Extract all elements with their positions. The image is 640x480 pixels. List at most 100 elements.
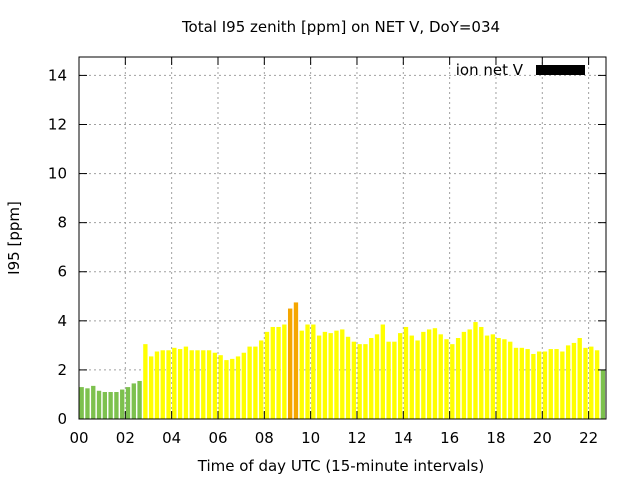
y-axis-label: I95 [ppm] (5, 201, 23, 275)
bar (444, 339, 449, 419)
y-tick-label: 10 (48, 165, 67, 183)
bar (299, 330, 304, 419)
bar (287, 308, 293, 419)
bar (247, 346, 252, 419)
bar (565, 345, 571, 419)
bar (85, 388, 90, 419)
x-tick-label: 02 (116, 429, 135, 447)
bar (531, 353, 536, 419)
bar (461, 331, 467, 419)
bar (594, 350, 600, 419)
bar (426, 329, 432, 419)
x-tick-label: 08 (255, 429, 274, 447)
bar (183, 346, 189, 419)
bar (108, 392, 113, 419)
bar (490, 334, 496, 419)
x-tick-label: 12 (347, 429, 366, 447)
x-tick-label: 10 (301, 429, 320, 447)
bar (340, 329, 345, 419)
bar (224, 360, 229, 419)
bar (137, 380, 142, 419)
bar (125, 387, 131, 419)
bar (502, 339, 507, 419)
bar (508, 341, 513, 419)
bar (172, 347, 177, 419)
bar (438, 334, 443, 419)
bar (363, 344, 368, 419)
bar (311, 324, 316, 419)
bar (479, 326, 484, 419)
bar (554, 349, 559, 419)
bar (241, 352, 246, 419)
bar (131, 383, 136, 419)
legend-swatch (536, 65, 585, 75)
bar (392, 341, 397, 419)
y-tick-label: 14 (48, 66, 67, 84)
x-tick-label: 06 (208, 429, 227, 447)
bar (189, 350, 194, 419)
bar (305, 324, 310, 419)
bar (513, 347, 519, 419)
x-tick-labels: 00 02 04 06 08 10 12 14 16 18 20 22 (69, 429, 598, 447)
bar (542, 351, 548, 419)
bar (560, 351, 565, 419)
x-tick-label: 14 (394, 429, 413, 447)
bar (79, 387, 84, 419)
bar (583, 347, 588, 419)
bar (473, 322, 478, 419)
bar (102, 392, 108, 419)
bar (548, 349, 553, 419)
legend-label: ion net V (456, 61, 524, 79)
bar (230, 358, 235, 419)
bar (218, 355, 223, 419)
x-tick-label: 20 (533, 429, 552, 447)
bar (235, 356, 241, 419)
bar (177, 349, 183, 419)
bar (403, 326, 409, 419)
x-axis-label: Time of day UTC (15-minute intervals) (197, 457, 484, 475)
bar (270, 326, 275, 419)
bar (96, 390, 102, 419)
y-tick-label: 6 (57, 263, 67, 281)
bar (415, 340, 420, 419)
bar (282, 324, 287, 419)
bar (519, 347, 524, 419)
bar (212, 352, 218, 419)
grid-lines (79, 57, 606, 419)
bar (432, 328, 438, 419)
bar (496, 338, 501, 419)
bar (253, 346, 258, 419)
bar (577, 338, 582, 419)
x-tick-label: 04 (162, 429, 181, 447)
x-tick-label: 00 (69, 429, 88, 447)
bar (484, 335, 490, 419)
bar (409, 335, 414, 419)
y-tick-label: 4 (57, 312, 67, 330)
bar (264, 331, 270, 419)
y-tick-label: 2 (57, 361, 67, 379)
bar (120, 389, 125, 419)
bar (322, 331, 328, 419)
bar (148, 356, 154, 419)
bar (334, 330, 339, 419)
bar (374, 334, 380, 419)
bar (166, 350, 171, 419)
bar (114, 392, 119, 419)
y-tick-label: 12 (48, 115, 67, 133)
bar (380, 324, 385, 419)
bar (386, 341, 391, 419)
bar (276, 326, 281, 419)
bar (143, 344, 148, 419)
bar (316, 335, 322, 419)
bar (467, 329, 472, 419)
bar (154, 351, 160, 419)
bar (201, 350, 206, 419)
bar (195, 350, 200, 419)
x-tick-label: 18 (486, 429, 505, 447)
x-tick-label: 22 (579, 429, 598, 447)
chart-title: Total I95 zenith [ppm] on NET V, DoY=034 (181, 18, 500, 36)
bar (600, 369, 606, 419)
bar (351, 341, 357, 419)
bar (369, 338, 374, 419)
